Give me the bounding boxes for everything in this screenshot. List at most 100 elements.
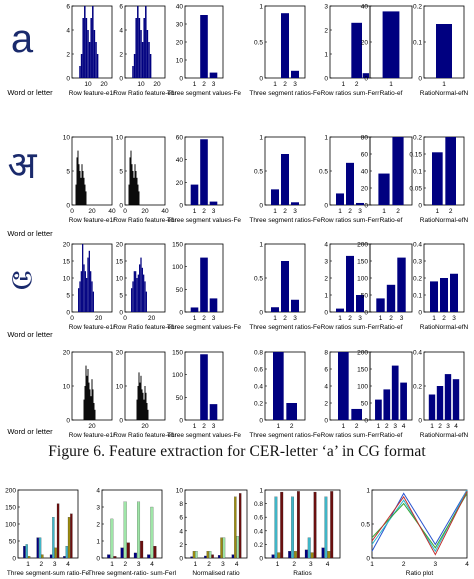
x-tick-label: 1: [436, 208, 440, 215]
histogram-bar: [140, 30, 142, 78]
y-tick-label: 0: [324, 203, 328, 210]
y-tick-label: 0: [119, 76, 123, 83]
x-axis-label: Three segment-sum ratio-Fe: [7, 570, 90, 577]
x-tick-label: 2: [292, 561, 296, 568]
histogram-bar: [86, 191, 87, 205]
histogram-bar: [132, 281, 133, 312]
y-tick-label: 1: [324, 293, 328, 300]
y-tick-label: 0.6: [254, 367, 263, 374]
histogram-bar: [143, 393, 144, 420]
histogram-bar: [145, 386, 146, 420]
grouped-bar: [68, 517, 70, 558]
histogram-bar: [132, 164, 133, 205]
x-axis-label: Row feature-e1r: [69, 90, 116, 97]
x-axis-label: Ratios: [293, 570, 312, 577]
histogram-bar: [145, 6, 147, 78]
y-tick-label: 5: [66, 293, 70, 300]
x-tick-label: 0: [123, 208, 127, 215]
y-tick-label: 150: [172, 242, 183, 249]
x-tick-label: 1: [193, 423, 197, 430]
grouped-bar: [50, 555, 52, 558]
y-tick-label: 1: [324, 135, 328, 142]
grouped-bar: [191, 557, 193, 558]
y-tick-label: 50: [176, 287, 184, 294]
y-tick-label: 0: [364, 310, 368, 317]
grouped-bar: [110, 519, 113, 558]
chart-r4c6: 0501001502001 2 3 4Ratio-ef: [357, 350, 412, 440]
y-tick-label: 3: [96, 505, 100, 512]
y-tick-label: 150: [357, 259, 368, 266]
x-tick-label: 4: [465, 561, 469, 568]
y-tick-label: 200: [357, 350, 368, 357]
histogram-bar: [129, 185, 130, 205]
x-tick-label: 2: [202, 208, 206, 215]
y-tick-label: 10: [63, 384, 71, 391]
chart-r1c1: 024610 20Row feature-e1r: [66, 4, 116, 98]
grouped-bar: [294, 551, 297, 558]
y-tick-label: 0.2: [254, 542, 263, 549]
histogram-bar: [131, 151, 132, 205]
x-tick-label: 2: [40, 561, 44, 568]
x-tick-label: 20: [153, 81, 161, 88]
histogram-bar: [83, 171, 84, 205]
bar: [440, 278, 448, 312]
y-tick-label: 0.6: [254, 515, 263, 522]
glyph-label: Word or letter: [7, 88, 53, 97]
y-tick-label: 3: [324, 259, 328, 266]
x-tick-label: 3: [293, 208, 297, 215]
grouped-bar: [328, 551, 331, 558]
y-tick-label: 1: [324, 52, 328, 59]
y-tick-label: 0: [364, 76, 368, 83]
x-axis-label: Three segment-ratio- sum-Ferl: [88, 570, 177, 577]
x-tick-label: 1: [338, 208, 342, 215]
chart-r2c2: 05100 20 40Row Ratio feature-e1r: [113, 135, 177, 225]
x-tick-label: 2: [202, 423, 206, 430]
bar: [432, 152, 443, 205]
y-tick-label: 0: [259, 310, 263, 317]
y-tick-label: 10: [116, 384, 124, 391]
y-tick-label: 2: [324, 28, 328, 35]
y-tick-label: 15: [63, 259, 71, 266]
histogram-bar: [92, 379, 93, 420]
x-tick-label: 20: [148, 315, 156, 322]
histogram-bar: [84, 178, 85, 205]
y-tick-label: 0: [418, 310, 422, 317]
grouped-bar: [39, 538, 41, 558]
y-tick-label: 2: [66, 52, 70, 59]
grouped-bar: [66, 546, 68, 558]
grouped-bar: [37, 538, 39, 558]
histogram-bar: [135, 18, 137, 78]
bar: [453, 379, 459, 420]
grouped-bar: [218, 555, 220, 558]
glyph-group-4: ଒Word or letter: [7, 366, 53, 436]
grouped-bar: [278, 553, 281, 558]
grouped-bar: [70, 514, 72, 558]
chart-b1: 0 50 100 150 200 1 2 3 4 Three segment-sum ratio-…: [5, 488, 89, 578]
y-tick-label: 10: [63, 135, 71, 142]
y-tick-label: 10: [116, 135, 124, 142]
character-glyph: ಅ: [11, 259, 33, 297]
x-tick-label: 0: [70, 315, 74, 322]
x-axis-label: Row ratios sum-Ferr: [321, 90, 381, 97]
histogram-bar: [81, 271, 82, 312]
histogram-bar: [79, 281, 80, 312]
y-tick-label: 0.2: [413, 4, 422, 11]
x-tick-label: 2: [389, 315, 393, 322]
x-axis-label: Three segment values-Fe: [167, 324, 241, 331]
y-tick-label: 4: [324, 242, 328, 249]
bar: [200, 139, 208, 205]
x-axis-label: Row feature-e1r: [69, 432, 116, 439]
x-tick-label: 3: [393, 423, 397, 430]
y-tick-label: 30: [176, 22, 184, 29]
x-tick-label: 2: [124, 561, 128, 568]
y-tick-label: 4: [96, 488, 100, 495]
x-tick-label: 1: [193, 315, 197, 322]
y-tick-label: 200: [5, 488, 16, 495]
y-tick-label: 100: [172, 264, 183, 271]
y-tick-label: 20: [116, 242, 124, 249]
histogram-bar: [146, 393, 147, 420]
y-tick-label: 2: [119, 52, 123, 59]
chart-r2c7: 00.050.10.150.21 2RatioNormal-efN: [409, 135, 468, 225]
y-tick-label: 0: [96, 556, 100, 563]
bar: [336, 309, 344, 312]
